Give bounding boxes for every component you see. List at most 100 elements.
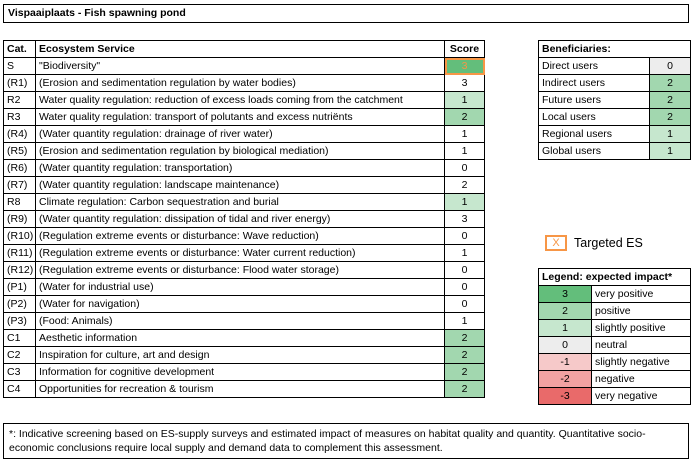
legend-label: positive: [591, 302, 691, 320]
header-service: Ecosystem Service: [35, 40, 445, 58]
cell-category: C3: [3, 363, 36, 381]
cell-service: (Erosion and sedimentation regulation by…: [35, 142, 445, 160]
beneficiary-row: Indirect users 2: [538, 74, 691, 92]
cell-service: (Regulation extreme events or disturbanc…: [35, 227, 445, 245]
cell-score-targeted: 3: [444, 57, 485, 75]
cell-category: (P1): [3, 278, 36, 296]
cell-score: 3: [444, 74, 485, 92]
legend-row: 1 slightly positive: [538, 319, 691, 337]
table-row: (R12) (Regulation extreme events or distu…: [3, 261, 485, 279]
cell-category: (R5): [3, 142, 36, 160]
cell-service: Aesthetic information: [35, 329, 445, 347]
beneficiary-score: 2: [649, 74, 691, 92]
cell-category: (R1): [3, 74, 36, 92]
legend-swatch: -1: [538, 353, 592, 371]
cell-service: (Water quantity regulation: transportati…: [35, 159, 445, 177]
cell-category: C4: [3, 380, 36, 398]
beneficiary-label: Global users: [538, 142, 650, 160]
beneficiaries-table: Beneficiaries: Direct users 0 Indirect use…: [538, 40, 691, 160]
cell-category: (R4): [3, 125, 36, 143]
table-row: C3 Information for cognitive development 2: [3, 363, 485, 381]
ecosystem-services-table: Cat. Ecosystem Service Score S "Biodivers…: [3, 40, 485, 398]
cell-service: (Water for navigation): [35, 295, 445, 313]
legend-label: slightly positive: [591, 319, 691, 337]
cell-service: (Regulation extreme events or disturbanc…: [35, 244, 445, 262]
beneficiary-score: 2: [649, 91, 691, 109]
table-row: (P2) (Water for navigation) 0: [3, 295, 485, 313]
table-row: (P1) (Water for industrial use) 0: [3, 278, 485, 296]
legend-swatch: 0: [538, 336, 592, 354]
cell-category: (P3): [3, 312, 36, 330]
legend-label: negative: [591, 370, 691, 388]
cell-score: 0: [444, 295, 485, 313]
cell-score: 1: [444, 142, 485, 160]
header-score: Score: [444, 40, 485, 58]
cell-category: C2: [3, 346, 36, 364]
cell-category: (R7): [3, 176, 36, 194]
beneficiary-label: Local users: [538, 108, 650, 126]
table-row: R8 Climate regulation: Carbon sequestrati…: [3, 193, 485, 211]
cell-score: 1: [444, 125, 485, 143]
cell-score: 0: [444, 261, 485, 279]
footnote: *: Indicative screening based on ES-supp…: [3, 423, 689, 459]
beneficiary-label: Future users: [538, 91, 650, 109]
cell-score: 0: [444, 159, 485, 177]
beneficiaries-header-row: Beneficiaries:: [538, 40, 691, 58]
table-row: C4 Opportunities for recreation & tourism…: [3, 380, 485, 398]
beneficiary-row: Future users 2: [538, 91, 691, 109]
targeted-es-label: Targeted ES: [574, 236, 643, 250]
cell-score: 2: [444, 176, 485, 194]
beneficiary-score: 2: [649, 108, 691, 126]
cell-score: 3: [444, 210, 485, 228]
cell-score: 2: [444, 363, 485, 381]
beneficiary-row: Regional users 1: [538, 125, 691, 143]
cell-score: 0: [444, 227, 485, 245]
beneficiary-row: Direct users 0: [538, 57, 691, 75]
table-row: C1 Aesthetic information 2: [3, 329, 485, 347]
cell-category: R3: [3, 108, 36, 126]
cell-service: Opportunities for recreation & tourism: [35, 380, 445, 398]
cell-service: Water quality regulation: transport of p…: [35, 108, 445, 126]
cell-score: 2: [444, 346, 485, 364]
beneficiary-row: Global users 1: [538, 142, 691, 160]
cell-service: Climate regulation: Carbon sequestration…: [35, 193, 445, 211]
cell-score: 1: [444, 193, 485, 211]
targeted-es-key: X Targeted ES: [545, 233, 643, 253]
cell-category: (R11): [3, 244, 36, 262]
cell-score: 1: [444, 312, 485, 330]
cell-service: (Water for industrial use): [35, 278, 445, 296]
cell-service: Inspiration for culture, art and design: [35, 346, 445, 364]
table-row: (R5) (Erosion and sedimentation regulatio…: [3, 142, 485, 160]
cell-category: C1: [3, 329, 36, 347]
table-row: (R7) (Water quantity regulation: landscap…: [3, 176, 485, 194]
legend-swatch: -2: [538, 370, 592, 388]
legend-swatch: -3: [538, 387, 592, 405]
cell-service: Information for cognitive development: [35, 363, 445, 381]
cell-score: 2: [444, 380, 485, 398]
legend-row: -2 negative: [538, 370, 691, 388]
table-row: C2 Inspiration for culture, art and desig…: [3, 346, 485, 364]
beneficiary-row: Local users 2: [538, 108, 691, 126]
cell-service: (Water quantity regulation: landscape ma…: [35, 176, 445, 194]
table-row: (R6) (Water quantity regulation: transpor…: [3, 159, 485, 177]
table-row: R2 Water quality regulation: reduction of…: [3, 91, 485, 109]
cell-service: (Food: Animals): [35, 312, 445, 330]
legend-table: Legend: expected impact* 3 very positive 2…: [538, 268, 691, 405]
cell-category: (P2): [3, 295, 36, 313]
legend-swatch: 2: [538, 302, 592, 320]
cell-category: (R10): [3, 227, 36, 245]
beneficiary-score: 0: [649, 57, 691, 75]
beneficiary-label: Regional users: [538, 125, 650, 143]
table-row: (R4) (Water quantity regulation: drainage…: [3, 125, 485, 143]
table-row: S "Biodiversity" 3: [3, 57, 485, 75]
beneficiary-score: 1: [649, 142, 691, 160]
targeted-marker-icon: X: [545, 235, 567, 251]
page-title: Vispaaiplaats - Fish spawning pond: [3, 4, 689, 23]
beneficiary-label: Indirect users: [538, 74, 650, 92]
cell-category: (R12): [3, 261, 36, 279]
cell-category: R8: [3, 193, 36, 211]
table-row: (R11) (Regulation extreme events or distu…: [3, 244, 485, 262]
legend-row: 3 very positive: [538, 285, 691, 303]
cell-service: (Erosion and sedimentation regulation by…: [35, 74, 445, 92]
legend-label: very positive: [591, 285, 691, 303]
